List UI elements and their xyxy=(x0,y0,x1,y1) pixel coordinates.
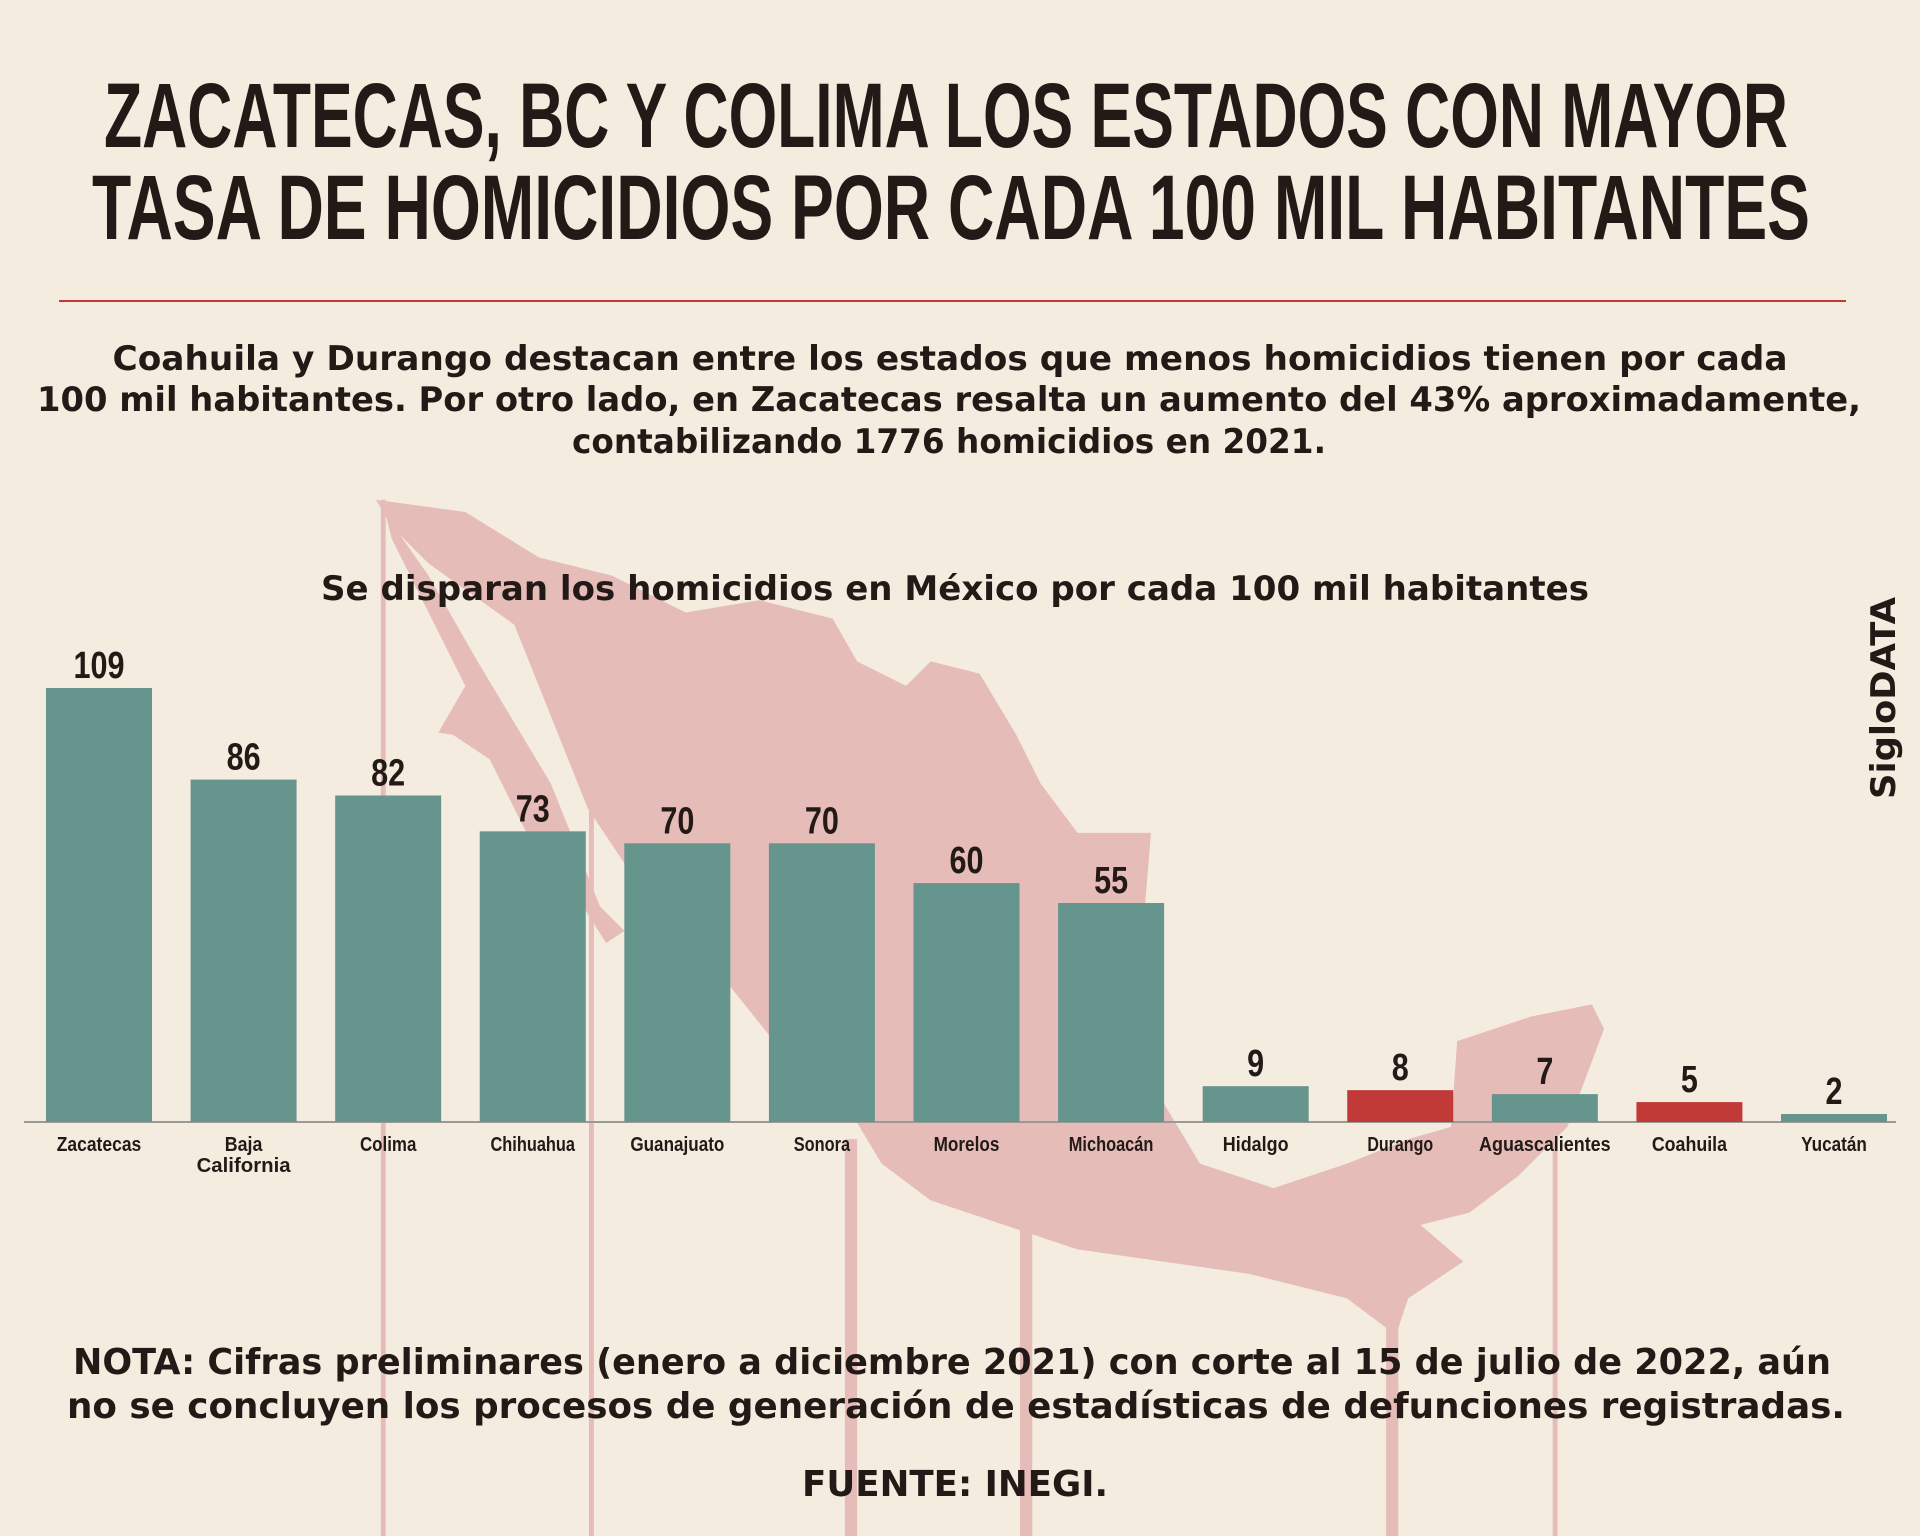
bar-yucatán xyxy=(1781,1114,1887,1122)
data-label: 9 xyxy=(1247,1043,1264,1085)
category-label: Chihuahua xyxy=(490,1134,575,1156)
category-label: Colima xyxy=(360,1134,417,1156)
chart-title: Se disparan los homicidios en México por… xyxy=(321,569,1589,609)
bar-hidalgo xyxy=(1202,1086,1309,1122)
bar-chihuahua xyxy=(479,831,586,1122)
category-label: Michoacán xyxy=(1069,1134,1154,1156)
bar-guanajuato xyxy=(624,843,731,1122)
data-label: 86 xyxy=(227,737,261,779)
subtitle-line-1: Coahuila y Durango destacan entre los es… xyxy=(113,339,1788,379)
category-label: Aguascalientes xyxy=(1479,1134,1611,1156)
category-label: Zacatecas xyxy=(57,1134,142,1156)
data-label: 5 xyxy=(1681,1059,1698,1101)
bar-coahuila xyxy=(1636,1102,1743,1122)
category-label: California xyxy=(197,1155,292,1177)
bar-morelos xyxy=(913,883,1020,1122)
data-label: 8 xyxy=(1392,1047,1409,1089)
bar-baja-california xyxy=(190,779,297,1122)
category-label: Coahuila xyxy=(1652,1134,1728,1156)
data-label: 60 xyxy=(950,840,984,882)
data-label: 73 xyxy=(516,788,550,830)
data-label: 70 xyxy=(805,800,839,842)
subtitle-line-3: contabilizando 1776 homicidios en 2021. xyxy=(572,422,1326,462)
category-label: Durango xyxy=(1367,1134,1433,1156)
bar-sonora xyxy=(768,843,875,1122)
data-label: 7 xyxy=(1536,1051,1553,1093)
footnote-line-1: NOTA: Cifras preliminares (enero a dicie… xyxy=(73,1342,1831,1383)
data-label: 109 xyxy=(74,645,125,687)
headline-line-1: ZACATECAS, BC Y COLIMA LOS ESTADOS CON M… xyxy=(104,65,1788,167)
brand-logo-text: SigloDATA xyxy=(1864,596,1904,799)
category-label: Baja xyxy=(225,1134,263,1156)
title-divider xyxy=(59,300,1846,302)
source-text: FUENTE: INEGI. xyxy=(802,1464,1108,1505)
bar-aguascalientes xyxy=(1491,1094,1598,1122)
bar-zacatecas xyxy=(46,688,152,1122)
bar-colima xyxy=(335,795,442,1122)
bar-michoacán xyxy=(1058,903,1165,1122)
category-label: Guanajuato xyxy=(630,1134,724,1156)
bar-durango xyxy=(1347,1090,1454,1122)
category-label: Yucatán xyxy=(1801,1134,1867,1156)
category-label: Sonora xyxy=(794,1134,851,1156)
category-label: Morelos xyxy=(934,1134,1000,1156)
data-label: 70 xyxy=(660,800,694,842)
data-label: 2 xyxy=(1826,1071,1843,1113)
footnote-line-2: no se concluyen los procesos de generaci… xyxy=(67,1386,1845,1427)
subtitle-line-2: 100 mil habitantes. Por otro lado, en Za… xyxy=(37,380,1861,420)
headline-line-2: TASA DE HOMICIDIOS POR CADA 100 MIL HABI… xyxy=(92,157,1810,259)
category-label: Hidalgo xyxy=(1223,1134,1289,1156)
data-label: 55 xyxy=(1094,860,1128,902)
data-label: 82 xyxy=(371,753,405,795)
